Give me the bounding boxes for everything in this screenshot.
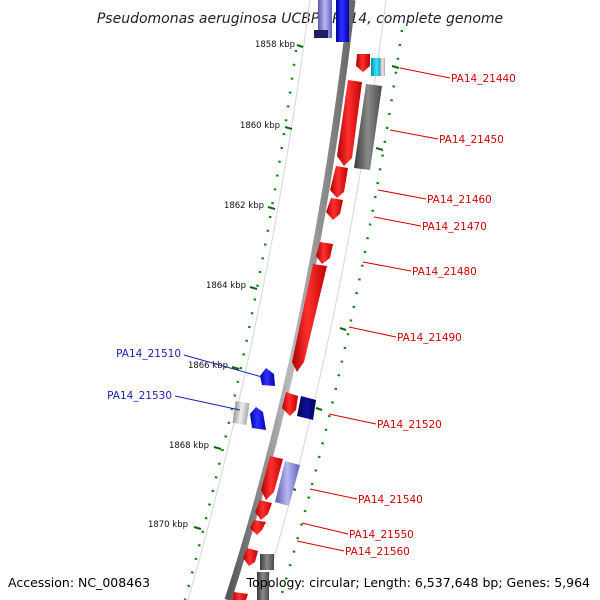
gene-arrow[interactable] (292, 264, 327, 372)
scale-tick (231, 366, 240, 370)
gene-arrow[interactable] (260, 368, 275, 386)
leader-line (389, 129, 439, 140)
scale-label: 1870 kbp (148, 520, 188, 530)
scale-label: 1864 kbp (206, 281, 246, 291)
scale-label: 1868 kbp (169, 441, 209, 451)
leader-line (362, 261, 412, 272)
gene-arrow[interactable] (354, 84, 382, 170)
gene-label[interactable]: PA14_21470 (422, 221, 487, 233)
gene-label[interactable]: PA14_21480 (412, 266, 477, 278)
gene-features (232, 0, 385, 600)
gene-arrow[interactable] (330, 166, 348, 198)
scale-label: 1858 kbp (255, 40, 295, 50)
gene-label[interactable]: PA14_21550 (349, 529, 414, 541)
topology-text: Topology: circular; Length: 6,537,648 bp… (246, 575, 590, 590)
leader-line (309, 488, 358, 500)
genome-backbone (224, 0, 356, 600)
scale-label: 1866 kbp (188, 361, 228, 371)
gene-arrow[interactable] (255, 500, 272, 520)
outer-right-tick-track (278, 29, 404, 600)
gene-label[interactable]: PA14_21520 (377, 419, 442, 431)
gene-arrow[interactable] (356, 54, 370, 72)
gene-arrow[interactable] (336, 0, 349, 42)
tick-tracks (183, 29, 404, 600)
left-leader-lines (174, 354, 263, 411)
gene-arrow[interactable] (232, 401, 250, 425)
leader-line (399, 67, 451, 79)
gene-arrow[interactable] (380, 58, 385, 76)
leader-line (174, 395, 241, 411)
right-gene-labels: PA14_21440 PA14_21450 PA14_21460 PA14_21… (345, 73, 516, 558)
gene-arrow[interactable] (318, 0, 332, 38)
scale-tick (213, 446, 222, 450)
left-track-guide (187, 0, 311, 600)
scale-labels: 1858 kbp 1860 kbp 1862 kbp 1864 kbp 1866… (148, 40, 295, 530)
scale-tick (296, 44, 304, 48)
gene-label[interactable]: PA14_21440 (451, 73, 516, 85)
scale-tick (391, 65, 400, 69)
scale-tick (193, 526, 202, 530)
gene-arrow[interactable] (260, 554, 274, 570)
gene-arrow[interactable] (250, 520, 266, 535)
leader-line (328, 413, 377, 425)
gene-arrow[interactable] (257, 572, 269, 600)
gene-arrow[interactable] (250, 407, 266, 430)
gene-label[interactable]: PA14_21460 (427, 194, 492, 206)
scale-label: 1862 kbp (224, 201, 264, 211)
leader-line (296, 540, 345, 552)
gene-arrow[interactable] (232, 592, 248, 600)
left-gene-labels: PA14_21510 PA14_21530 (107, 348, 181, 402)
gene-arrow[interactable] (314, 30, 328, 38)
leader-line (377, 189, 427, 200)
right-leader-lines (296, 67, 451, 552)
gene-label[interactable]: PA14_21530 (107, 390, 172, 402)
gene-label[interactable]: PA14_21490 (397, 332, 462, 344)
accession-text: Accession: NC_008463 (8, 575, 150, 590)
scale-label: 1860 kbp (240, 121, 280, 131)
gene-label[interactable]: PA14_21560 (345, 546, 410, 558)
leader-line (373, 216, 422, 227)
gene-arrow[interactable] (282, 392, 298, 416)
gene-arrow[interactable] (297, 396, 316, 420)
scale-tick (284, 126, 293, 130)
gene-arrow[interactable] (275, 461, 300, 506)
scale-tick (315, 407, 323, 411)
gene-arrow[interactable] (326, 198, 343, 220)
scale-tick (267, 206, 276, 210)
gene-label[interactable]: PA14_21450 (439, 134, 504, 146)
gene-arrow[interactable] (243, 548, 258, 566)
leader-line (301, 522, 349, 535)
scale-tick (375, 147, 384, 151)
outer-left-tick-track (183, 49, 298, 600)
map-title: Pseudomonas aeruginosa UCBPP-PA14, compl… (97, 11, 503, 27)
leader-line (183, 354, 263, 378)
scale-tick (249, 286, 258, 290)
gene-arrow[interactable] (337, 80, 362, 166)
gene-label[interactable]: PA14_21510 (116, 348, 181, 360)
gene-arrow[interactable] (371, 58, 382, 76)
scale-tick (339, 327, 347, 331)
gene-arrow[interactable] (261, 456, 283, 500)
gene-label[interactable]: PA14_21540 (358, 494, 423, 506)
leader-line (348, 326, 397, 338)
gene-arrow[interactable] (316, 242, 333, 264)
